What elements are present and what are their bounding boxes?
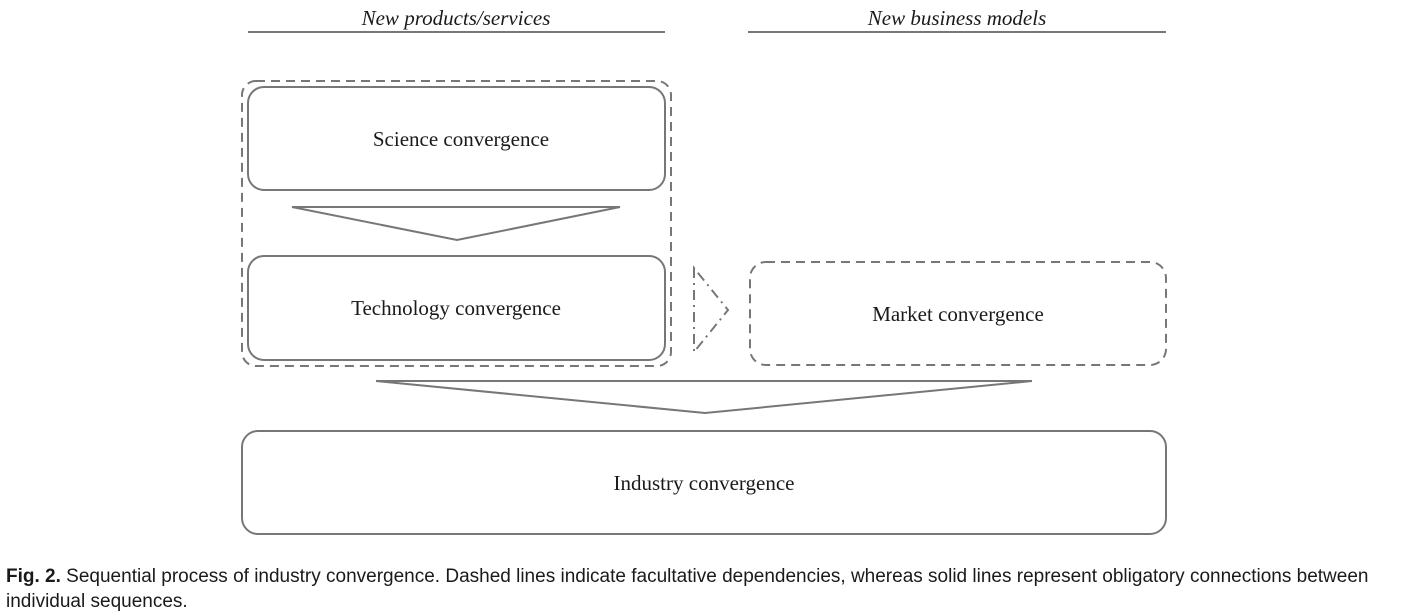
industry-convergence-label: Industry convergence: [614, 471, 795, 495]
figure-caption: Fig. 2. Sequential process of industry c…: [6, 564, 1406, 614]
figure-caption-text: Sequential process of industry convergen…: [6, 566, 1369, 612]
market-convergence-label: Market convergence: [872, 302, 1044, 326]
science-to-technology-arrow: [291, 206, 621, 242]
science-technology-dashed-group: [241, 80, 672, 367]
technology-convergence-label: Technology convergence: [351, 296, 561, 320]
header-new-products-services: New products/services: [361, 6, 551, 30]
convergence-diagram: New products/services New business model…: [241, 6, 1167, 535]
technology-convergence-box: [247, 255, 666, 361]
header-new-business-models: New business models: [867, 6, 1047, 30]
science-convergence-label: Science convergence: [373, 127, 549, 151]
market-convergence-box: [749, 261, 1167, 366]
figure-caption-label: Fig. 2.: [6, 566, 61, 587]
technology-to-market-dashed-arrow: [693, 265, 730, 355]
science-convergence-box: [247, 86, 666, 191]
to-industry-arrow: [375, 380, 1033, 415]
industry-convergence-box: [241, 430, 1167, 535]
